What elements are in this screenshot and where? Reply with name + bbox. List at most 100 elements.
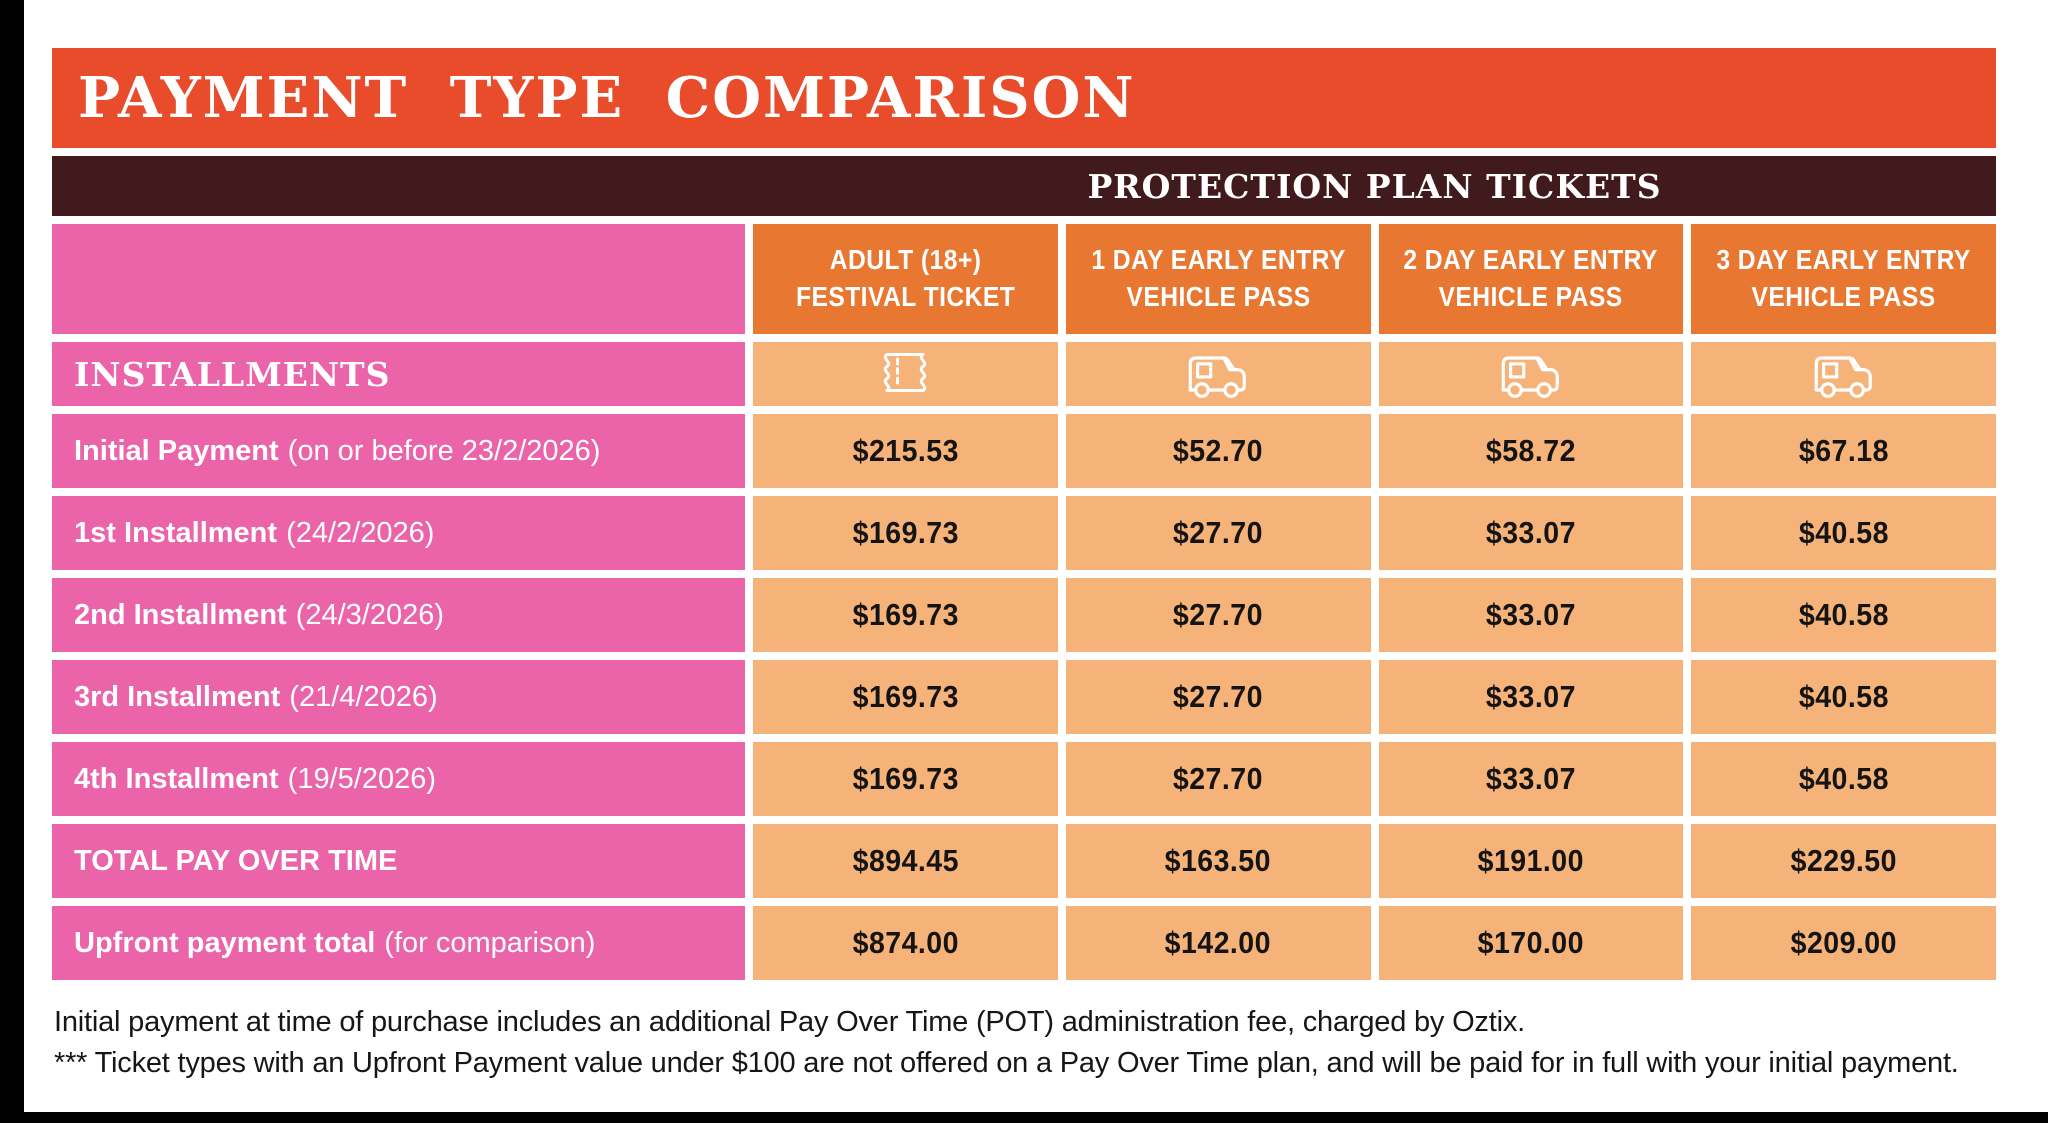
installments-section-header: INSTALLMENTS [52,342,745,406]
row-label-note: (on or before 23/2/2026) [287,434,601,467]
ticket-icon [884,353,927,392]
row-label-name: 3rd Installment [74,680,281,713]
table-cell: $169.73 [753,496,1058,570]
table-cell: $33.07 [1378,496,1684,570]
row-label-name: 4th Installment [74,762,279,795]
column-header-3day-vehicle-pass: 3 DAY EARLY ENTRY VEHICLE PASS [1691,224,1996,334]
price-value: $33.07 [1485,761,1576,796]
page-title: PAYMENT TYPE COMPARISON [78,65,1136,131]
icon-cell-2day-vehicle [1378,342,1684,406]
column-header-line2: VEHICLE PASS [1751,281,1936,312]
price-value: $27.70 [1173,761,1264,796]
row-label-name: Upfront payment total [74,926,376,959]
column-header-line2: VEHICLE PASS [1126,281,1311,312]
table-cell: $52.70 [1065,414,1371,488]
table-cell: $209.00 [1691,906,1996,980]
price-value: $142.00 [1164,925,1272,960]
table-cell: $58.72 [1378,414,1684,488]
table-cell: $170.00 [1378,906,1684,980]
price-value: $27.70 [1173,597,1264,632]
row-label-upfront-payment-total: Upfront payment total (for comparison) [52,906,745,980]
table-cell: $27.70 [1065,660,1371,734]
price-value: $874.00 [852,925,959,960]
price-value: $40.58 [1798,515,1889,550]
payment-comparison-infographic: PAYMENT TYPE COMPARISON PROTECTION PLAN … [52,48,1996,1084]
table-cell: $67.18 [1691,414,1996,488]
price-value: $170.00 [1477,925,1585,960]
icon-cell-1day-vehicle [1065,342,1371,406]
row-label-name: 2nd Installment [74,598,287,631]
price-value: $209.00 [1790,925,1897,960]
row-label-4th-installment: 4th Installment (19/5/2026) [52,742,745,816]
table-cell: $169.73 [753,742,1058,816]
icon-cell-festival-ticket [753,342,1058,406]
table-cell: $142.00 [1065,906,1371,980]
price-value: $33.07 [1485,597,1576,632]
price-value: $40.58 [1798,679,1889,714]
installments-label: INSTALLMENTS [74,354,391,394]
row-label-name: 1st Installment [74,516,278,549]
table-cell: $40.58 [1691,742,1996,816]
table-cell: $169.73 [753,660,1058,734]
row-label-note: (24/3/2026) [295,598,445,631]
row-label-2nd-installment: 2nd Installment (24/3/2026) [52,578,745,652]
table-cell: $33.07 [1378,742,1684,816]
table-cell: $40.58 [1691,578,1996,652]
row-label-note: (24/2/2026) [286,516,435,549]
price-value: $229.50 [1790,843,1897,878]
footnotes: Initial payment at time of purchase incl… [52,1002,1996,1084]
icon-cell-3day-vehicle [1691,342,1996,406]
price-value: $894.45 [852,843,959,878]
column-header-adult-festival-ticket: ADULT (18+) FESTIVAL TICKET [753,224,1058,334]
protection-plan-label: PROTECTION PLAN TICKETS [1087,166,1662,206]
price-value: $67.18 [1798,433,1889,468]
table-cell: $27.70 [1065,742,1371,816]
price-value: $215.53 [852,433,959,468]
table-cell: $191.00 [1378,824,1684,898]
price-value: $27.70 [1173,515,1264,550]
table-cell: $40.58 [1691,660,1996,734]
row-label-total-pay-over-time: TOTAL PAY OVER TIME [52,824,745,898]
column-header-line1: 2 DAY EARLY ENTRY [1403,244,1659,276]
price-value: $163.50 [1164,843,1272,878]
table-cell: $229.50 [1691,824,1996,898]
row-label-1st-installment: 1st Installment (24/2/2026) [52,496,745,570]
column-header-line2: FESTIVAL TICKET [795,281,1015,312]
column-header-line1: ADULT (18+) [829,244,982,276]
price-value: $169.73 [852,761,959,796]
table-cell: $33.07 [1378,660,1684,734]
rv-icon [1188,356,1246,398]
price-value: $169.73 [852,679,959,714]
protection-plan-banner: PROTECTION PLAN TICKETS [52,156,1996,216]
table-cell: $894.45 [753,824,1058,898]
table-cell: $40.58 [1691,496,1996,570]
price-value: $52.70 [1173,433,1264,468]
row-label-initial-payment: Initial Payment (on or before 23/2/2026) [52,414,745,488]
row-label-name: Initial Payment [74,434,279,467]
page-bottom-black-bar [0,1112,2048,1123]
price-value: $40.58 [1798,597,1889,632]
table-cell: $163.50 [1065,824,1371,898]
rv-icon [1814,356,1872,398]
column-header-line1: 1 DAY EARLY ENTRY [1090,244,1346,276]
table-cell: $33.07 [1378,578,1684,652]
table-cell: $169.73 [753,578,1058,652]
price-value: $33.07 [1485,515,1576,550]
price-value: $169.73 [852,515,959,550]
price-value: $191.00 [1477,843,1585,878]
row-label-3rd-installment: 3rd Installment (21/4/2026) [52,660,745,734]
row-label-note: (19/5/2026) [287,762,436,795]
payment-comparison-table: PAYMENT TYPE COMPARISON PROTECTION PLAN … [52,48,1996,980]
table-cell: $27.70 [1065,496,1371,570]
column-header-line1: 3 DAY EARLY ENTRY [1716,244,1971,276]
footnote-pot-admin-fee: Initial payment at time of purchase incl… [54,1006,1525,1038]
table-cell: $215.53 [753,414,1058,488]
price-value: $33.07 [1485,679,1576,714]
row-label-note: (21/4/2026) [289,680,438,713]
price-value: $58.72 [1485,433,1576,468]
table-cell: $874.00 [753,906,1058,980]
row-label-note: (for comparison) [384,926,596,959]
column-header-1day-vehicle-pass: 1 DAY EARLY ENTRY VEHICLE PASS [1065,224,1371,334]
price-value: $40.58 [1798,761,1889,796]
title-banner: PAYMENT TYPE COMPARISON [52,48,1996,148]
